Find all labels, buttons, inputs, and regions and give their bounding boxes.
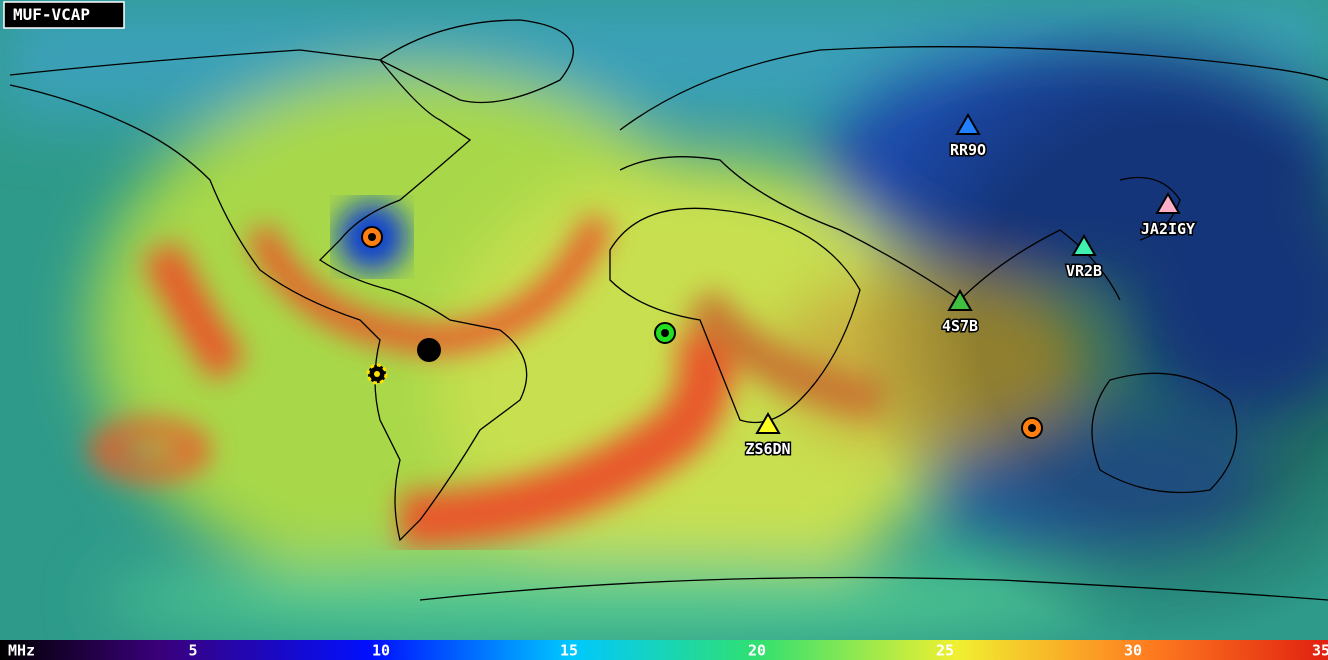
- colorbar-tick: 20: [748, 642, 766, 660]
- night-shade: [690, 0, 1328, 640]
- spots: [361, 226, 1043, 439]
- colorbar-tick: 35: [1312, 642, 1328, 660]
- station-marker: [955, 113, 981, 135]
- colorbar-tick: 25: [936, 642, 954, 660]
- colorbar-tick: 5: [188, 642, 197, 660]
- station-label: ZS6DN: [745, 440, 790, 458]
- colorbar-tick: 15: [560, 642, 578, 660]
- spot-dot: [661, 329, 669, 337]
- station-marker: [1155, 192, 1181, 214]
- spot-dot: [368, 233, 376, 241]
- colorbar: [0, 640, 1328, 660]
- spot-dot: [1028, 424, 1036, 432]
- colorbar-tick: 10: [372, 642, 390, 660]
- de-marker: [417, 338, 441, 362]
- colorbar-unit: MHz: [8, 642, 35, 660]
- station-marker: [755, 412, 781, 434]
- colorbar-tick: 30: [1124, 642, 1142, 660]
- station-label: JA2IGY: [1141, 220, 1195, 238]
- station-marker: [1071, 234, 1097, 256]
- station-label: VR2B: [1066, 262, 1102, 280]
- map-title: MUF-VCAP: [13, 5, 90, 24]
- station-label: 4S7B: [942, 317, 978, 335]
- station-label: RR9O: [950, 141, 986, 159]
- coastlines: [9, 19, 1328, 601]
- station-marker: [947, 289, 973, 311]
- dx-dot: [374, 371, 380, 377]
- title-box: [3, 1, 125, 29]
